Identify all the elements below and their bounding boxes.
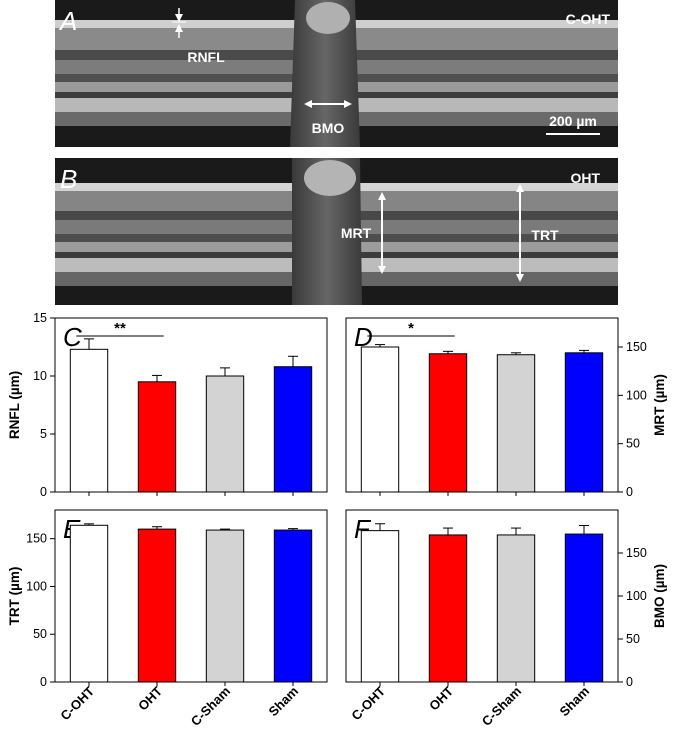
rnfl-bar-c-oht: [69, 348, 109, 493]
mrt-label: MRT: [341, 225, 372, 241]
scan-a-letter: A: [58, 6, 77, 36]
trt-ytick-label: 150: [26, 532, 47, 546]
bmo-ytick-label: 0: [626, 675, 633, 689]
bmo-ytick-label: 150: [626, 546, 647, 560]
scan-b-group-label: OHT: [570, 170, 600, 186]
rnfl-axis-title: RNFL (µm): [7, 371, 22, 439]
mrt-ytick-label: 0: [626, 485, 633, 499]
trt-bar-sham: [273, 529, 313, 683]
trt-ytick-label: 0: [40, 675, 47, 689]
bmo-bar-c-oht: [360, 530, 400, 683]
trt-category-label-oht: OHT: [135, 683, 165, 713]
trt-ytick-label: 100: [26, 579, 47, 593]
trt-category-label-sham: Sham: [265, 684, 301, 720]
trt-label: TRT: [531, 227, 559, 243]
mrt-bar-oht: [428, 353, 468, 493]
trt-ytick-label: 50: [33, 627, 47, 641]
trt-bar-c-sham: [205, 529, 245, 683]
rnfl-ytick-label: 0: [40, 485, 47, 499]
rnfl-bar-oht: [137, 381, 177, 493]
bmo-category-label-sham: Sham: [556, 684, 592, 720]
bmo-bar-sham: [564, 533, 604, 683]
rnfl-plot-frame: [54, 317, 328, 493]
bmo-ytick-label: 100: [626, 589, 647, 603]
scan-b-optic-nerve: [292, 158, 362, 305]
bmo-bar-oht: [428, 534, 468, 683]
rnfl-ytick-label: 15: [33, 311, 47, 325]
rnfl-ytick-label: 10: [33, 369, 47, 383]
bmo-axis-title: BMO (µm): [652, 564, 667, 628]
mrt-bar-c-sham: [496, 354, 536, 493]
scan-b-letter: B: [60, 164, 77, 194]
oct-scan-b: B OHT MRT TRT: [55, 158, 618, 305]
bmo-category-label-c-sham: C-Sham: [479, 684, 524, 729]
mrt-bar-sham: [564, 352, 604, 493]
mrt-panel-letter: D: [354, 322, 373, 352]
chart-rnfl: C 0 5 10 15 RNFL (µm) **: [7, 311, 328, 499]
mrt-axis-title: MRT (µm): [652, 374, 667, 436]
mrt-bar-c-oht: [360, 346, 400, 493]
scan-a-group-label: C-OHT: [566, 11, 611, 27]
scale-bar-label: 200 µm: [549, 113, 597, 129]
trt-category-label-c-oht: C-OHT: [57, 683, 97, 723]
rnfl-panel-letter: C: [63, 322, 82, 352]
rnfl-thickness-arrows: [172, 8, 186, 38]
bmo-ytick-label: 50: [626, 632, 640, 646]
mrt-ytick-label: 100: [626, 388, 647, 402]
rnfl-bar-c-sham: [205, 375, 245, 493]
trt-plot-frame: [54, 509, 328, 683]
oct-scan-a: A C-OHT RNFL BMO 200 µm: [55, 0, 618, 147]
mrt-significance-label: *: [408, 320, 414, 337]
trt-bar-oht: [137, 528, 177, 683]
trt-category-label-c-sham: C-Sham: [188, 684, 233, 729]
mrt-ytick-label: 150: [626, 340, 647, 354]
scan-a-disc-tissue: [306, 2, 350, 34]
bmo-label: BMO: [312, 120, 345, 136]
chart-mrt: D 0 50 100 150 MRT (µm) *: [345, 317, 667, 499]
mrt-ytick-label: 50: [626, 437, 640, 451]
mrt-plot-frame: [345, 317, 619, 493]
scan-a-optic-nerve: [290, 0, 360, 147]
trt-bar-c-oht: [69, 524, 109, 683]
rnfl-label: RNFL: [187, 49, 225, 65]
bmo-category-label-c-oht: C-OHT: [348, 683, 388, 723]
rnfl-ytick-label: 5: [40, 427, 47, 441]
scan-b-disc-tissue: [304, 160, 356, 196]
bmo-category-label-oht: OHT: [426, 683, 456, 713]
bmo-bar-c-sham: [496, 534, 536, 683]
rnfl-bar-sham: [273, 366, 313, 493]
trt-axis-title: TRT (µm): [7, 567, 22, 626]
rnfl-significance-label: **: [114, 320, 126, 337]
